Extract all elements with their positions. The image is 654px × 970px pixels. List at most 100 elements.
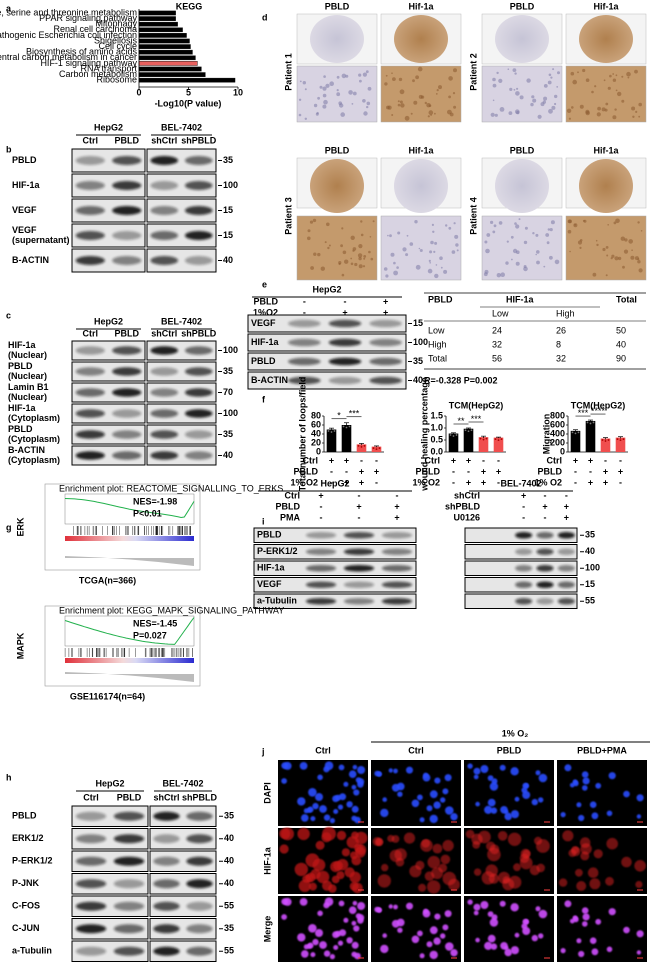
band [343,564,375,572]
cell-texture [492,99,495,102]
cell-texture [452,92,456,95]
cell-texture [545,233,550,237]
cell [578,950,585,958]
cell-texture [556,86,559,88]
cell [388,768,393,773]
band [186,879,213,889]
cell-texture [320,266,325,271]
cell-texture [385,74,388,77]
blot-strip [71,382,146,403]
size-marker: 35 [223,366,233,376]
table-cell: 26 [556,325,566,335]
band [150,256,179,265]
cell-texture [360,233,364,237]
cell [587,867,599,878]
y-tick-label: 20 [311,437,321,447]
cell [307,806,314,813]
band [112,231,142,240]
cell-texture [507,68,510,70]
cell-texture [568,219,572,224]
blot-strip [146,148,217,173]
cell-texture [551,105,556,110]
table-subheader: High [556,308,575,318]
cell [434,913,441,920]
band [150,388,179,397]
cell-texture [531,95,535,99]
row-label: VEGF [257,579,282,589]
cell-texture [358,256,362,261]
size-marker: 100 [223,345,238,355]
cell [591,812,599,820]
condition-sign: - [375,477,378,487]
nes-label: NES=-1.45 [133,618,177,628]
row-label: P-ERK1/2 [12,856,53,866]
cell-texture [592,272,597,277]
cell [535,906,541,912]
row-sublabel: (Nuclear) [8,371,47,381]
bar [138,38,190,44]
tissue-core [310,15,364,63]
category-label: HIF-1 signaling pathway [40,58,137,68]
cell-texture [451,250,456,254]
condition-sign: - [565,490,568,500]
band [150,156,179,165]
band [184,409,213,418]
band [75,409,105,418]
size-marker: 100 [585,563,600,573]
cell [312,938,319,946]
cell [297,933,306,942]
ranked-metric [65,672,194,682]
cell [427,880,441,894]
blot-strip [71,873,149,895]
cell [507,832,522,846]
table-cell: 24 [492,325,502,335]
cell-texture [605,102,609,106]
cell [351,920,357,926]
blot-strip [149,828,217,850]
y-axis-label: Total number of loops/field [297,377,307,492]
blot-strip [247,352,407,371]
cell-texture [443,269,448,274]
blot-strip [71,424,146,445]
cell [308,882,317,891]
cell [524,783,529,789]
cell-texture [434,273,439,279]
condition-sign: + [564,512,569,522]
cell-texture [397,231,401,235]
cell-texture [326,222,330,227]
replicate-dot [601,439,604,441]
cell [480,901,489,909]
y-axis-label: Migration [541,414,551,455]
cell [351,815,357,821]
table-cell: 32 [556,353,566,363]
cell-texture [574,224,576,226]
condition-sign: + [481,477,486,487]
cell-texture [453,105,457,109]
band [557,597,575,605]
cell-texture [617,91,622,97]
cell [485,864,498,877]
band [515,564,533,572]
cell [419,817,425,823]
category-label: Biosynthesis of amino acids [26,47,138,57]
cell [297,827,310,841]
cell-texture [339,103,344,108]
cell [335,794,342,801]
cell-texture [426,103,431,108]
cell [394,848,407,861]
lane-label: shPBLD [181,328,217,338]
blot-strip [146,340,217,361]
y-axis-label: wound healing percentage [419,377,429,492]
band [186,901,213,911]
cell [315,929,323,937]
condition-sign: - [345,466,348,476]
band [515,597,533,605]
cell-texture [536,250,540,254]
cell-texture [327,246,330,250]
category-label: Shigellosis [94,35,138,45]
y-tick-label: 600 [550,419,565,429]
ranked-metric [65,556,194,566]
condition-sign: - [604,455,607,465]
cell-texture [453,68,457,73]
row-label: C-JUN [12,923,40,933]
